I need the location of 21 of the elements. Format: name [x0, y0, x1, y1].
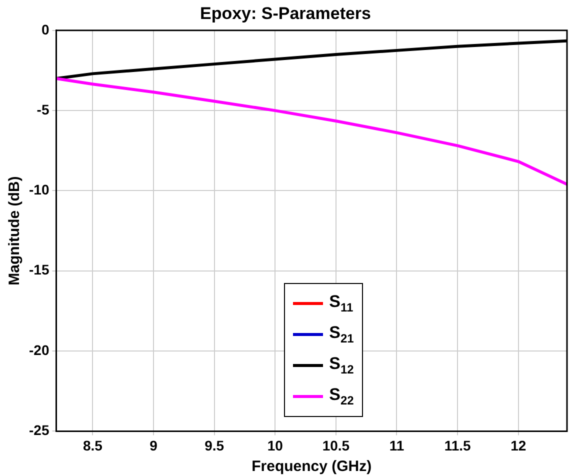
y-axis-title: Magnitude (dB) — [6, 176, 24, 286]
y-tick-label: -10 — [29, 182, 50, 198]
y-tick-label: -15 — [29, 262, 50, 278]
legend-label: S$_{12}$ — [329, 354, 354, 377]
x-tick-label: 9 — [150, 437, 158, 454]
x-tick-label: 10 — [267, 437, 284, 454]
y-tick-label: 0 — [41, 21, 50, 38]
y-tick-label: -25 — [29, 422, 50, 438]
legend-label: S$_{11}$ — [329, 292, 354, 315]
y-tick-label: -20 — [29, 342, 50, 358]
x-tick-label: 9.5 — [204, 437, 224, 454]
legend-label: S$_{21}$ — [329, 323, 354, 346]
x-tick-label: 12 — [510, 437, 526, 454]
x-tick-label: 8.5 — [82, 437, 103, 454]
y-tick-label: -5 — [36, 101, 50, 118]
x-tick-label: 11 — [389, 437, 404, 454]
x-tick-label: 11.5 — [444, 437, 471, 454]
x-tick-label: 10.5 — [322, 437, 350, 454]
x-axis-title: Frequency (GHz) — [252, 458, 372, 476]
chart-title: Epoxy: S-Parameters — [200, 4, 372, 23]
legend-label: S$_{22}$ — [329, 385, 354, 408]
